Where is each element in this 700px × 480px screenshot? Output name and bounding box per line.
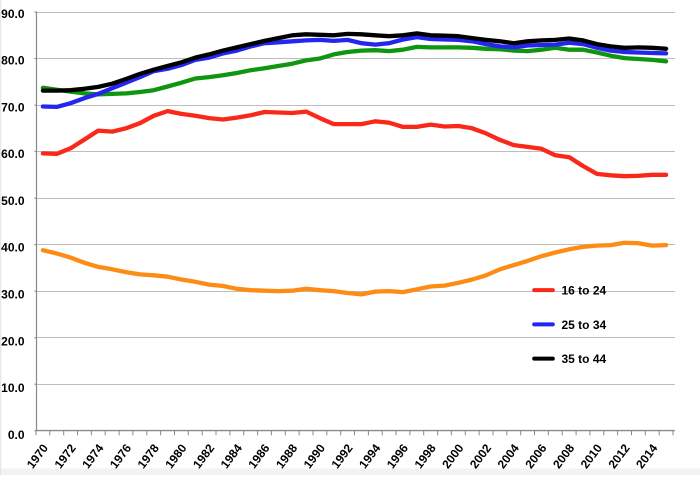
svg-text:2012: 2012: [605, 441, 632, 471]
svg-text:2008: 2008: [550, 441, 577, 471]
svg-text:80.0: 80.0: [1, 54, 25, 68]
svg-text:20.0: 20.0: [1, 334, 25, 348]
svg-text:2004: 2004: [495, 441, 522, 471]
svg-text:50.0: 50.0: [1, 194, 25, 208]
svg-text:30.0: 30.0: [1, 288, 25, 302]
svg-text:1992: 1992: [328, 441, 355, 471]
svg-text:1980: 1980: [162, 441, 189, 471]
svg-text:25 to 34: 25 to 34: [562, 318, 607, 332]
svg-text:1982: 1982: [190, 441, 217, 471]
svg-text:1984: 1984: [218, 441, 245, 471]
svg-text:16 to 24: 16 to 24: [562, 284, 607, 298]
svg-text:1970: 1970: [24, 441, 51, 471]
svg-text:1976: 1976: [107, 441, 134, 471]
svg-text:1998: 1998: [412, 441, 439, 471]
svg-text:2010: 2010: [578, 441, 605, 471]
svg-text:2014: 2014: [633, 441, 660, 471]
svg-text:1974: 1974: [79, 441, 106, 471]
svg-text:1994: 1994: [356, 441, 383, 471]
svg-text:90.0: 90.0: [1, 7, 25, 21]
svg-text:1986: 1986: [245, 441, 272, 471]
svg-text:60.0: 60.0: [1, 147, 25, 161]
svg-text:40.0: 40.0: [1, 241, 25, 255]
svg-text:1972: 1972: [52, 441, 79, 471]
svg-text:0.0: 0.0: [8, 428, 25, 442]
svg-text:10.0: 10.0: [1, 381, 25, 395]
svg-text:2006: 2006: [522, 441, 549, 471]
svg-text:70.0: 70.0: [1, 100, 25, 114]
svg-text:2000: 2000: [439, 441, 466, 471]
svg-text:1978: 1978: [135, 441, 162, 471]
svg-text:35 to 44: 35 to 44: [562, 352, 607, 366]
svg-text:1996: 1996: [384, 441, 411, 471]
svg-text:1990: 1990: [301, 441, 328, 471]
svg-text:1988: 1988: [273, 441, 300, 471]
svg-text:2002: 2002: [467, 441, 494, 471]
